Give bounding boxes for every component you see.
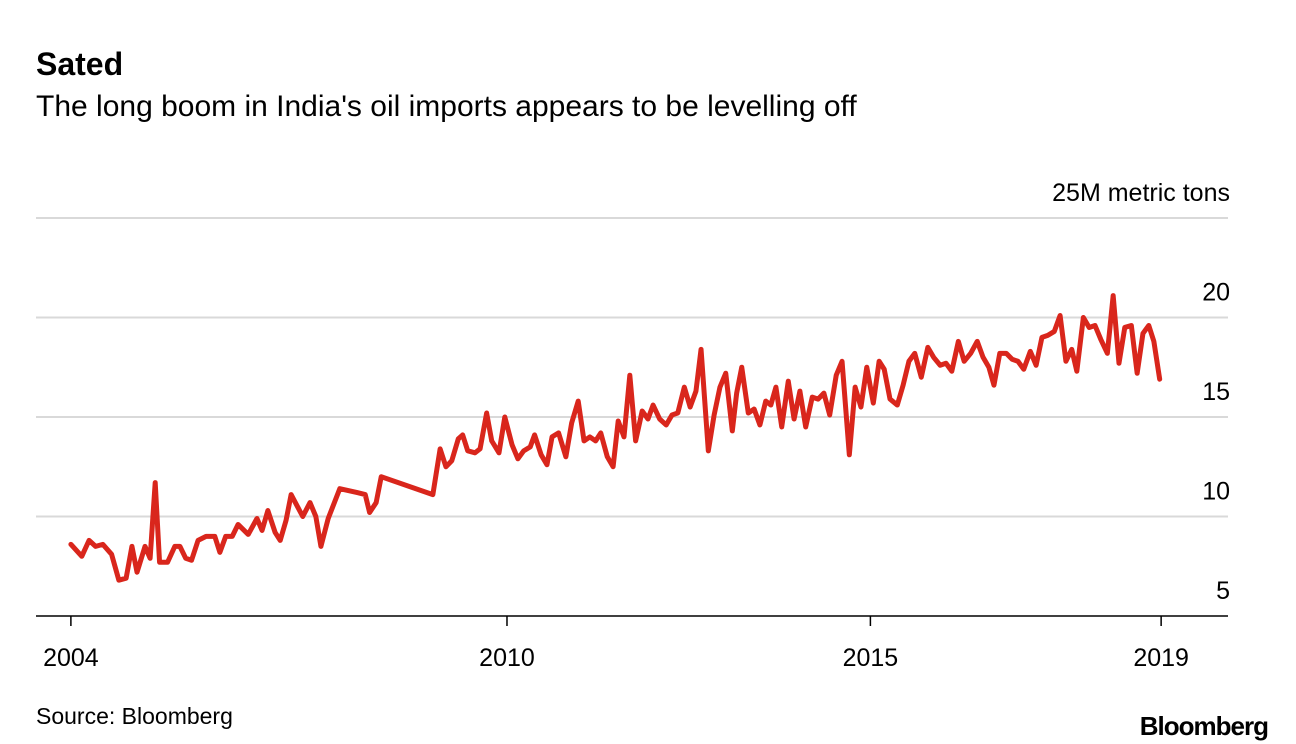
y-tick-label: 20 [1202,279,1230,307]
y-tick-label: 15 [1202,378,1230,406]
y-tick-label: 10 [1202,478,1230,506]
x-tick-label: 2015 [843,644,899,672]
source: Source: Bloomberg [36,703,233,729]
data-line [68,293,1163,583]
y-tick-label: 5 [1216,577,1230,605]
chart-subtitle: The long boom in India's oil imports app… [36,90,857,123]
y-tick-label: 25M metric tons [1052,179,1230,207]
x-tick-label: 2004 [43,644,99,672]
x-tick-label: 2019 [1133,644,1189,672]
chart-title: Sated [36,46,123,82]
x-tick-label: 2010 [479,644,535,672]
logo: Bloomberg [1140,711,1268,741]
